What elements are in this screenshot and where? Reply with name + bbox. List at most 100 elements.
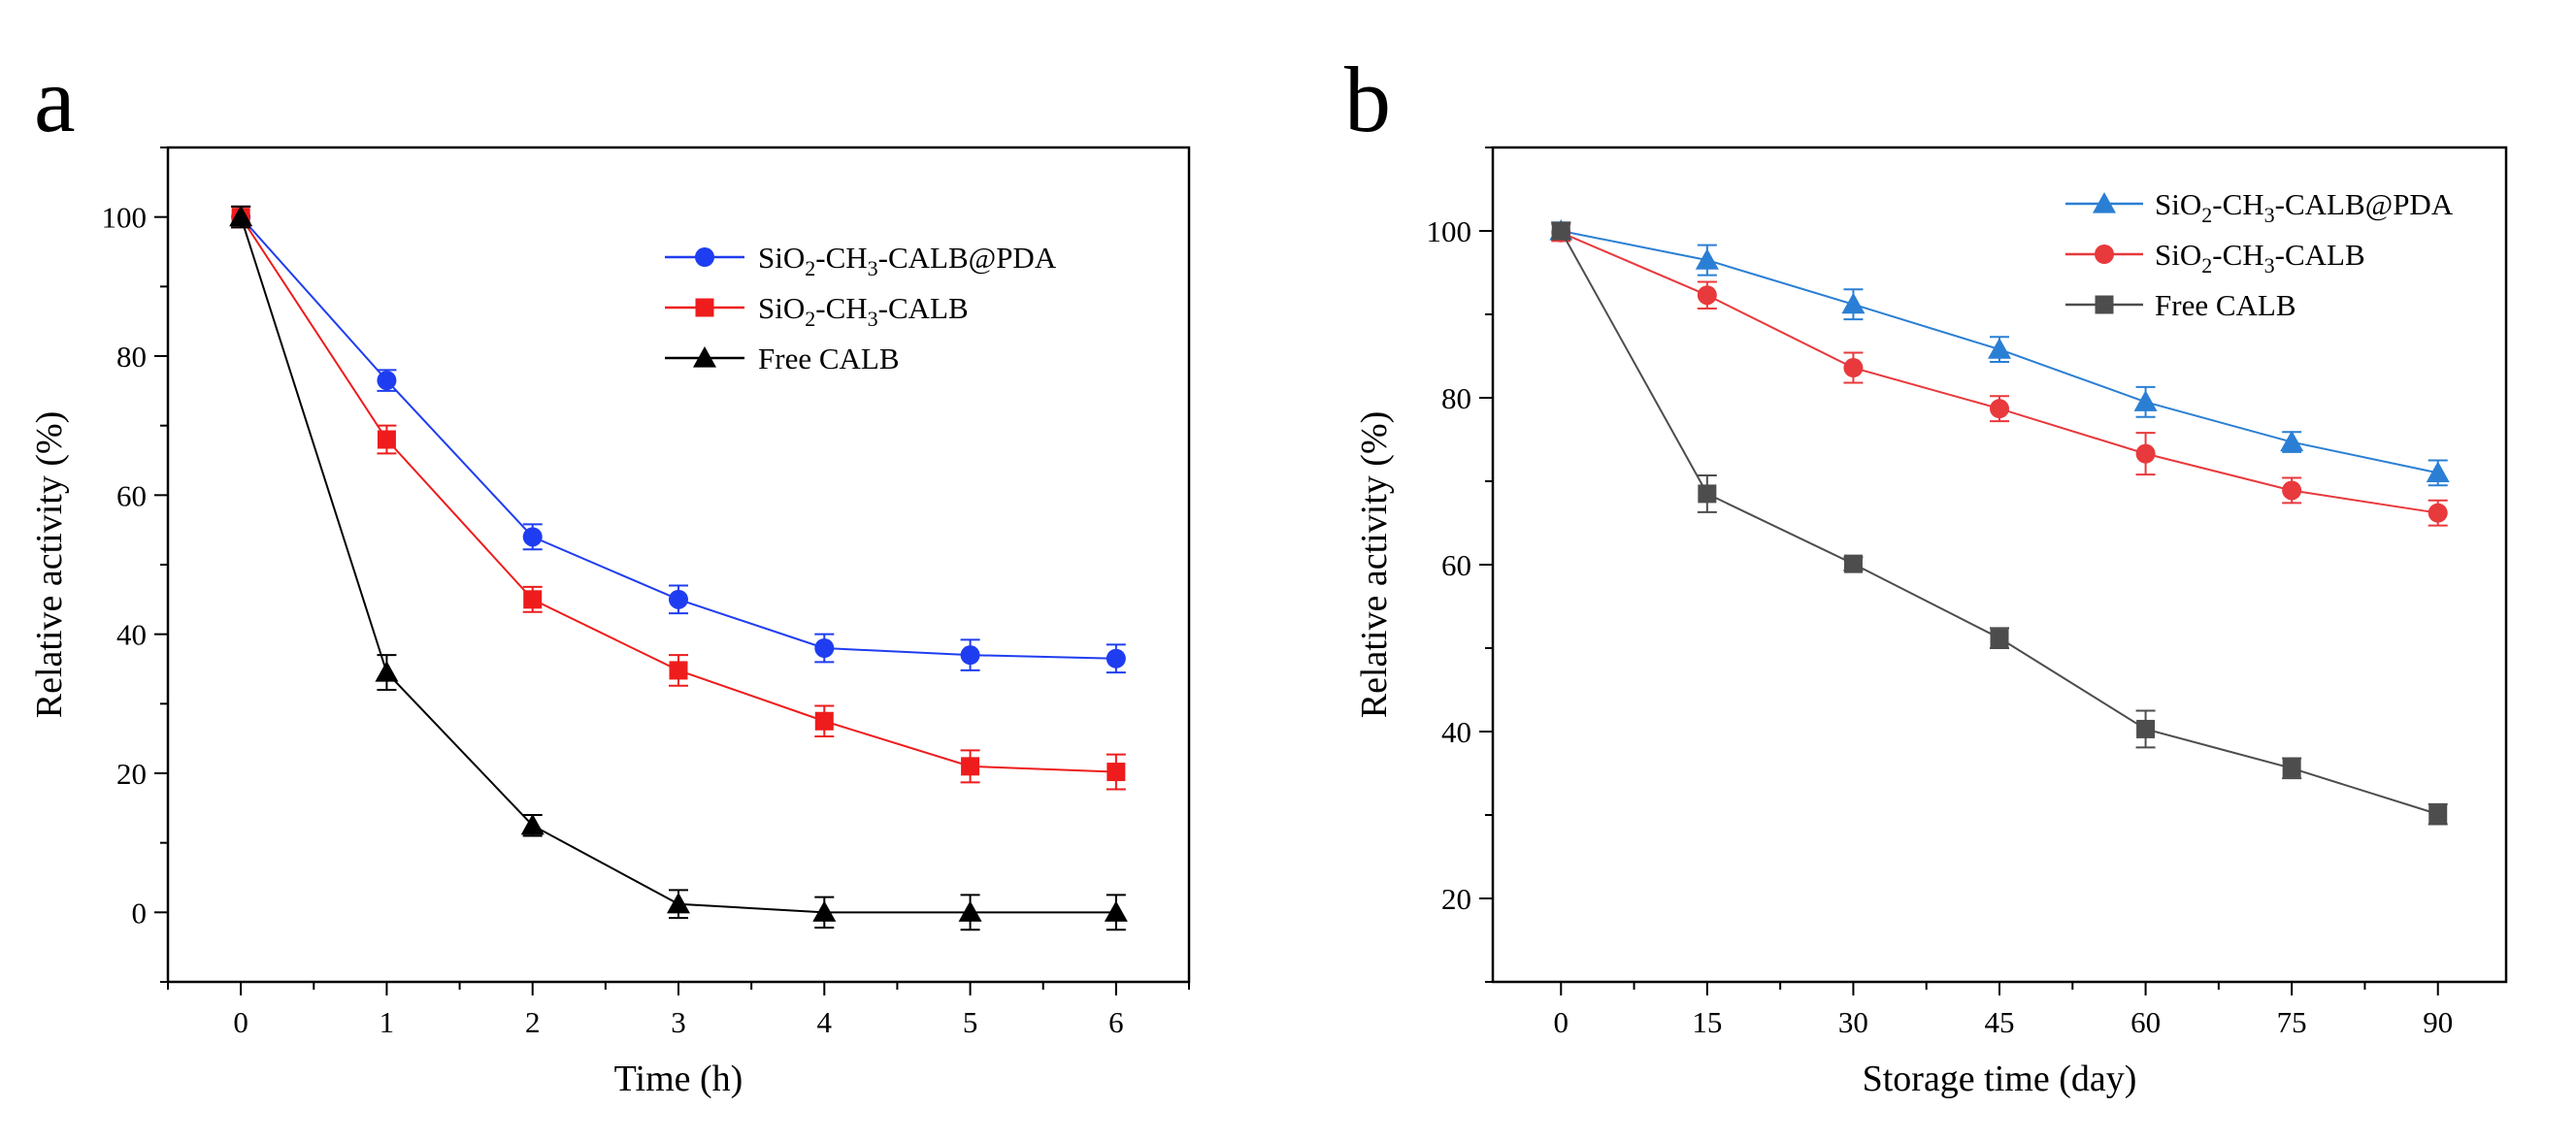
series-0: SiO2-CH3-CALB@PDA — [231, 205, 1126, 674]
data-point — [2427, 503, 2448, 523]
y-tick-label: 20 — [1441, 882, 1471, 916]
legend-text-part: -CALB — [2275, 238, 2365, 272]
data-point — [1695, 248, 1719, 270]
data-point — [1106, 648, 1126, 668]
data-point — [960, 645, 980, 666]
plot-frame — [1491, 146, 2508, 984]
data-point — [1106, 763, 1126, 782]
legend-subscript: 3 — [868, 256, 878, 280]
x-tick-label: 6 — [1108, 1005, 1124, 1039]
legend-label: SiO2-CH3-CALB@PDA — [758, 241, 1057, 280]
x-axis-title: Time (h) — [614, 1059, 743, 1099]
legend-text-part: -CALB@PDA — [2275, 187, 2454, 221]
legend-label: Free CALB — [758, 342, 900, 375]
x-tick-label: 75 — [2277, 1005, 2307, 1039]
legend-text-part: -CH — [815, 291, 867, 325]
data-point — [961, 757, 980, 776]
legend-text-part: -CH — [815, 241, 867, 275]
legend-subscript: 2 — [2201, 253, 2212, 277]
x-tick-label: 45 — [1985, 1005, 2015, 1039]
legend-label: SiO2-CH3-CALB@PDA — [2155, 187, 2454, 227]
y-tick-label: 60 — [1441, 548, 1471, 582]
data-point — [2282, 759, 2301, 778]
legend-text-part: SiO — [2155, 238, 2201, 272]
y-tick-label: 100 — [1427, 214, 1472, 248]
data-point — [1843, 554, 1863, 573]
data-point — [667, 892, 690, 914]
legend-text-part: SiO — [758, 291, 805, 325]
legend-subscript: 2 — [2201, 203, 2212, 227]
x-tick-label: 3 — [671, 1005, 686, 1039]
series-line — [1560, 231, 2438, 514]
y-tick-label: 100 — [102, 201, 148, 235]
series-line — [1560, 230, 2439, 816]
data-point — [2280, 430, 2304, 452]
legend-subscript: 2 — [805, 256, 815, 280]
x-tick-label: 1 — [380, 1005, 395, 1039]
data-point — [2133, 390, 2158, 411]
legend-subscript: 3 — [2264, 253, 2275, 277]
legend-text-part: SiO — [2155, 187, 2201, 221]
legend-label: SiO2-CH3-CALB — [2155, 238, 2365, 277]
data-point — [1551, 221, 1570, 241]
x-tick-label: 15 — [1692, 1005, 1722, 1039]
data-point — [1990, 399, 2009, 419]
data-point — [229, 205, 253, 227]
legend-subscript: 3 — [868, 307, 878, 331]
y-tick-label: 80 — [1441, 381, 1471, 415]
x-tick-label: 60 — [2130, 1005, 2161, 1039]
data-point — [2282, 480, 2302, 501]
legend-marker — [2095, 244, 2114, 264]
data-point — [377, 430, 396, 449]
y-axis-title: Relative activity (%) — [29, 411, 70, 719]
x-tick-label: 30 — [1838, 1005, 1868, 1039]
data-point — [375, 661, 399, 682]
x-tick-label: 0 — [1554, 1005, 1569, 1039]
legend-text-part: Free CALB — [758, 342, 900, 375]
x-tick-label: 90 — [2423, 1005, 2453, 1039]
legend-marker — [695, 247, 714, 267]
y-axis-title: Relative activity (%) — [1354, 411, 1395, 719]
data-point — [2136, 719, 2156, 738]
series-line — [240, 216, 1116, 773]
data-point — [1697, 285, 1717, 306]
data-point — [1990, 629, 2009, 648]
series-0: SiO2-CH3-CALB@PDA — [1549, 187, 2454, 487]
data-point — [812, 900, 837, 922]
x-tick-label: 4 — [817, 1005, 833, 1039]
legend-subscript: 2 — [805, 307, 815, 331]
legend-text-part: -CH — [2212, 187, 2263, 221]
legend-marker — [693, 346, 716, 368]
data-point — [814, 638, 835, 658]
series-2: Free CALB — [1551, 221, 2448, 826]
data-point — [2426, 461, 2450, 482]
data-point — [522, 527, 543, 547]
y-tick-label: 40 — [116, 618, 147, 652]
legend-text-part: -CH — [2212, 238, 2263, 272]
legend-text-part: SiO — [758, 241, 805, 275]
x-tick-label: 5 — [963, 1005, 978, 1039]
data-point — [1841, 292, 1866, 314]
x-axis-title: Storage time (day) — [1863, 1059, 2137, 1099]
series-line — [240, 216, 1116, 914]
legend-label: SiO2-CH3-CALB — [758, 291, 969, 331]
y-tick-label: 80 — [116, 340, 147, 374]
series-1: SiO2-CH3-CALB — [1551, 222, 2448, 527]
data-point — [2428, 804, 2448, 824]
legend-text-part: Free CALB — [2155, 288, 2296, 322]
series-1: SiO2-CH3-CALB — [231, 205, 1126, 791]
panel-label-b: b — [1344, 48, 1391, 151]
data-point — [377, 371, 397, 391]
data-point — [2135, 443, 2156, 464]
data-point — [814, 711, 834, 731]
legend-text-part: -CALB@PDA — [878, 241, 1057, 275]
legend-subscript: 3 — [2264, 203, 2275, 227]
series-2: Free CALB — [229, 205, 1128, 931]
data-point — [669, 589, 688, 609]
y-tick-label: 60 — [116, 478, 147, 512]
legend-marker — [2095, 295, 2114, 314]
legend-label: Free CALB — [2155, 288, 2296, 322]
data-point — [1104, 900, 1128, 922]
